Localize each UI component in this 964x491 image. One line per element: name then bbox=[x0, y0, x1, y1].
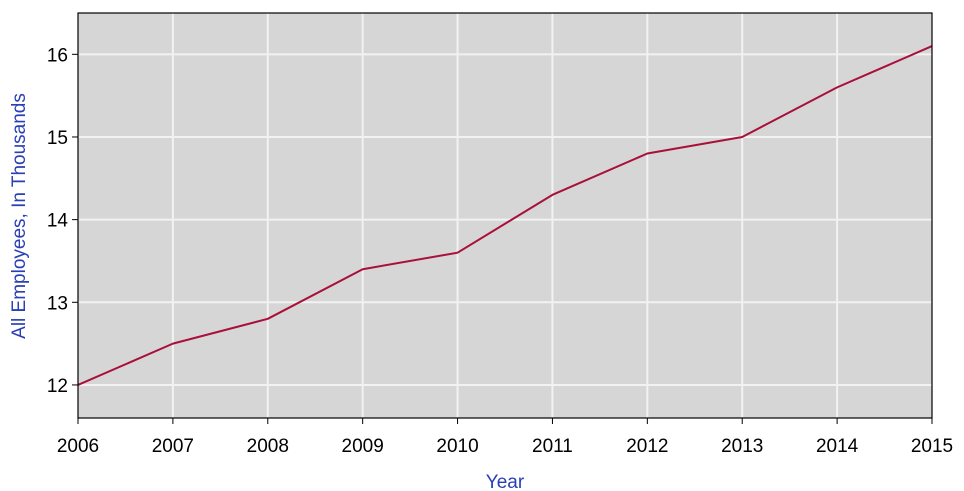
x-tick-label: 2009 bbox=[342, 436, 384, 457]
x-tick-label: 2015 bbox=[911, 436, 953, 457]
y-gridlines bbox=[78, 53, 932, 386]
x-tick-label: 2014 bbox=[816, 436, 859, 457]
x-tick-label: 2010 bbox=[436, 436, 478, 457]
plot-frame bbox=[77, 12, 933, 419]
x-tick-label: 2006 bbox=[57, 436, 99, 457]
y-tick-label: 14 bbox=[47, 211, 69, 232]
y-tick-label: 16 bbox=[47, 45, 68, 66]
series-layer bbox=[77, 45, 933, 386]
plot-area bbox=[78, 13, 932, 418]
y-axis-title: All Employees, In Thousands bbox=[9, 93, 30, 339]
x-tick-label: 2008 bbox=[247, 436, 289, 457]
x-tick-label: 2011 bbox=[532, 436, 573, 457]
series-line bbox=[77, 45, 933, 386]
y-tick-label: 12 bbox=[47, 376, 68, 397]
x-axis-ticks: 2006 2007 2008 2009 2010 2011 2012 2013 2014 2015 bbox=[57, 418, 953, 457]
x-tick-label: 2012 bbox=[626, 436, 668, 457]
x-tick-label: 2013 bbox=[721, 436, 763, 457]
x-axis-title: Year bbox=[486, 472, 525, 491]
y-axis-ticks: 12 13 14 15 16 bbox=[47, 45, 78, 397]
y-tick-label: 13 bbox=[47, 293, 68, 314]
y-tick-label: 15 bbox=[47, 128, 68, 149]
x-tick-label: 2007 bbox=[152, 436, 194, 457]
x-gridlines bbox=[171, 13, 839, 418]
